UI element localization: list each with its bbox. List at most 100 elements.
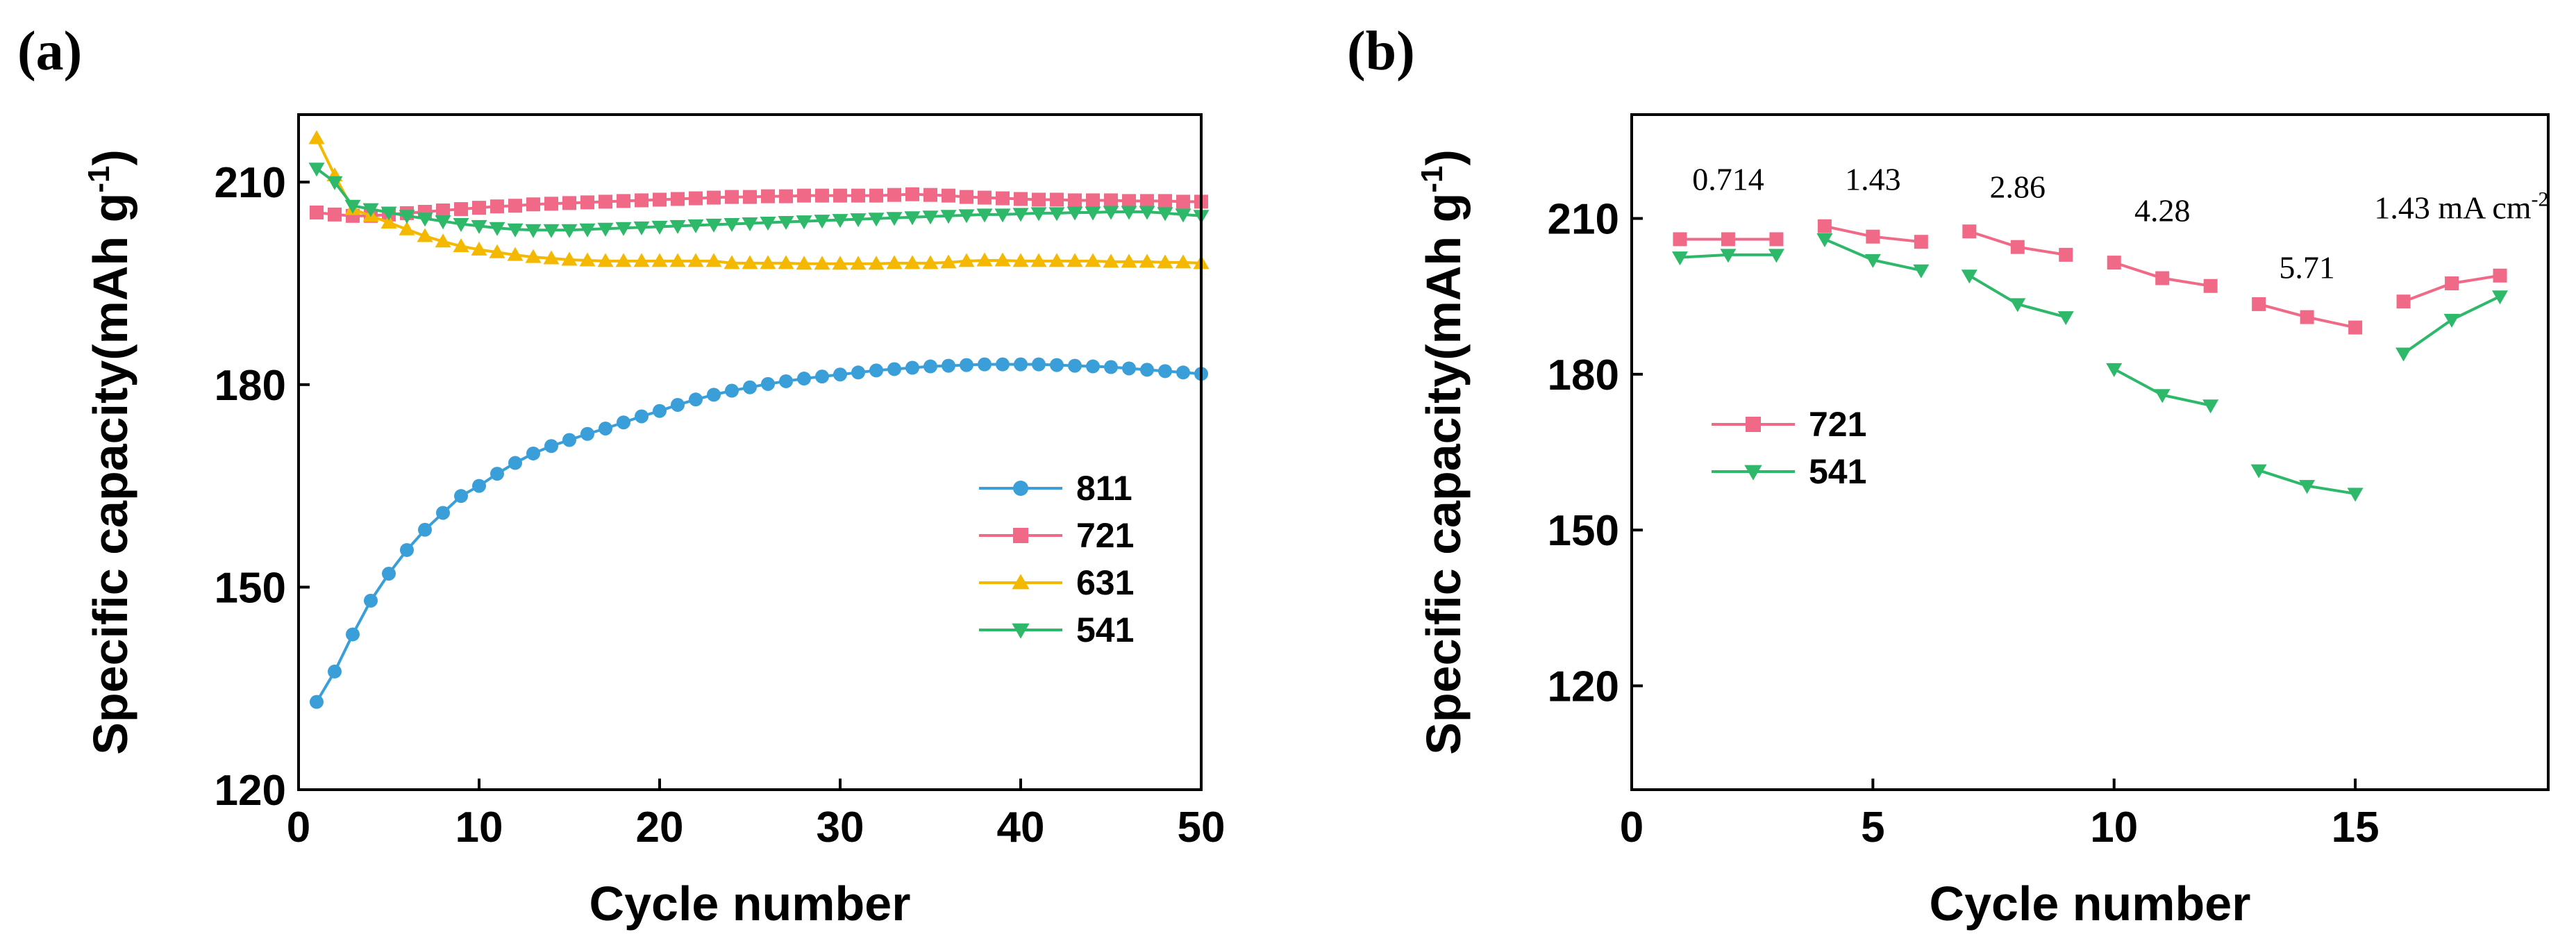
data-point-721: [743, 190, 757, 204]
panel-a-y-axis-title-superscript: -1: [82, 166, 116, 193]
data-point-811: [382, 566, 396, 581]
data-point-631: [417, 228, 433, 242]
data-point-631: [1175, 254, 1191, 269]
data-point-631: [561, 251, 578, 266]
panel-b: (b) 0 5 10 15 120 150 180 210 0.714 1.43 2.86 4.2…: [1347, 21, 2550, 931]
data-point-631: [922, 255, 939, 269]
y-tick-label: 180: [1548, 351, 1619, 399]
legend-label-721: 721: [1809, 405, 1866, 444]
data-point-631: [435, 233, 451, 248]
panel-a-y-axis-title-main: Specific capacity(mAh g: [83, 193, 137, 755]
y-tick-label: 210: [215, 159, 286, 207]
data-point-541: [1103, 206, 1119, 220]
x-tick-label: 30: [817, 804, 864, 851]
data-point-721: [923, 188, 937, 202]
data-point-811: [400, 542, 414, 557]
data-point-721: [2107, 256, 2121, 270]
data-point-811: [869, 363, 883, 378]
data-point-541: [380, 206, 397, 221]
data-point-541: [489, 222, 505, 236]
data-point-631: [1139, 254, 1155, 268]
panel-b-y-ticks: 120 150 180 210: [1548, 196, 1643, 711]
data-point-811: [364, 593, 378, 608]
data-point-541: [687, 219, 704, 233]
data-point-721: [2445, 276, 2459, 290]
rate-annotation: 5.71: [2279, 250, 2335, 285]
data-point-631: [886, 255, 903, 269]
x-tick-label: 10: [2090, 804, 2138, 851]
data-point-811: [1122, 361, 1136, 376]
data-point-541: [1961, 269, 1977, 284]
data-point-541: [597, 222, 614, 237]
data-point-541: [1864, 254, 1881, 268]
panel-b-data-marks: [1671, 219, 2509, 502]
data-point-541: [344, 199, 361, 214]
data-point-631: [1067, 253, 1083, 267]
data-point-721: [779, 189, 793, 203]
data-point-541: [2299, 480, 2316, 495]
legend-label-631: 631: [1076, 563, 1134, 602]
data-point-721: [436, 203, 450, 218]
data-point-541: [2250, 464, 2267, 479]
data-point-811: [436, 506, 450, 520]
data-point-541: [940, 210, 957, 224]
data-point-811: [1104, 360, 1118, 374]
data-point-631: [832, 256, 848, 270]
data-point-721: [580, 195, 594, 210]
legend-marker-721: [1013, 528, 1028, 543]
data-point-811: [761, 376, 775, 391]
data-point-631: [778, 255, 794, 269]
data-point-541: [453, 217, 469, 232]
data-point-721: [310, 205, 324, 219]
data-point-811: [526, 446, 540, 460]
x-tick-label: 0: [1620, 804, 1644, 851]
data-point-721: [725, 190, 739, 204]
x-tick-label: 5: [1861, 804, 1884, 851]
legend-label-811: 811: [1076, 469, 1132, 508]
data-point-631: [669, 253, 686, 267]
x-tick-label: 50: [1178, 804, 1226, 851]
data-point-811: [562, 433, 576, 447]
data-point-541: [904, 211, 921, 226]
y-tick-label: 150: [1548, 507, 1619, 555]
data-point-631: [940, 254, 957, 269]
data-point-541: [417, 213, 433, 227]
data-point-811: [779, 374, 793, 388]
data-point-541: [2347, 488, 2364, 502]
data-point-541: [742, 217, 758, 231]
data-point-541: [1067, 206, 1083, 221]
x-tick-label: 40: [997, 804, 1045, 851]
data-point-541: [832, 214, 848, 228]
data-point-721: [905, 187, 919, 201]
data-point-811: [490, 467, 504, 481]
data-point-721: [1032, 192, 1046, 207]
data-point-541: [2443, 313, 2460, 328]
data-point-631: [1103, 254, 1119, 268]
data-point-811: [851, 365, 865, 380]
y-tick-label: 210: [1548, 196, 1619, 244]
data-point-721: [508, 199, 522, 213]
data-point-811: [418, 522, 432, 537]
data-point-541: [850, 213, 867, 228]
data-point-631: [1030, 253, 1047, 267]
data-point-721: [2300, 310, 2314, 324]
data-point-541: [651, 220, 668, 235]
data-point-541: [2395, 347, 2412, 362]
data-point-631: [976, 252, 993, 267]
data-point-541: [922, 210, 939, 225]
panel-b-x-ticks: 0 5 10 15: [1620, 779, 2380, 851]
data-point-811: [671, 397, 685, 412]
data-point-541: [1012, 208, 1029, 222]
data-point-721: [2010, 240, 2025, 254]
data-point-631: [742, 255, 758, 269]
rate-annotation-text: 0.714: [1692, 161, 1764, 197]
data-point-721: [1158, 194, 1172, 208]
data-point-631: [453, 238, 469, 253]
data-point-631: [1012, 253, 1029, 267]
data-point-541: [778, 216, 794, 231]
y-tick-label: 150: [215, 564, 286, 612]
data-point-541: [1157, 207, 1173, 222]
data-point-631: [489, 244, 505, 258]
data-point-721: [869, 188, 883, 203]
